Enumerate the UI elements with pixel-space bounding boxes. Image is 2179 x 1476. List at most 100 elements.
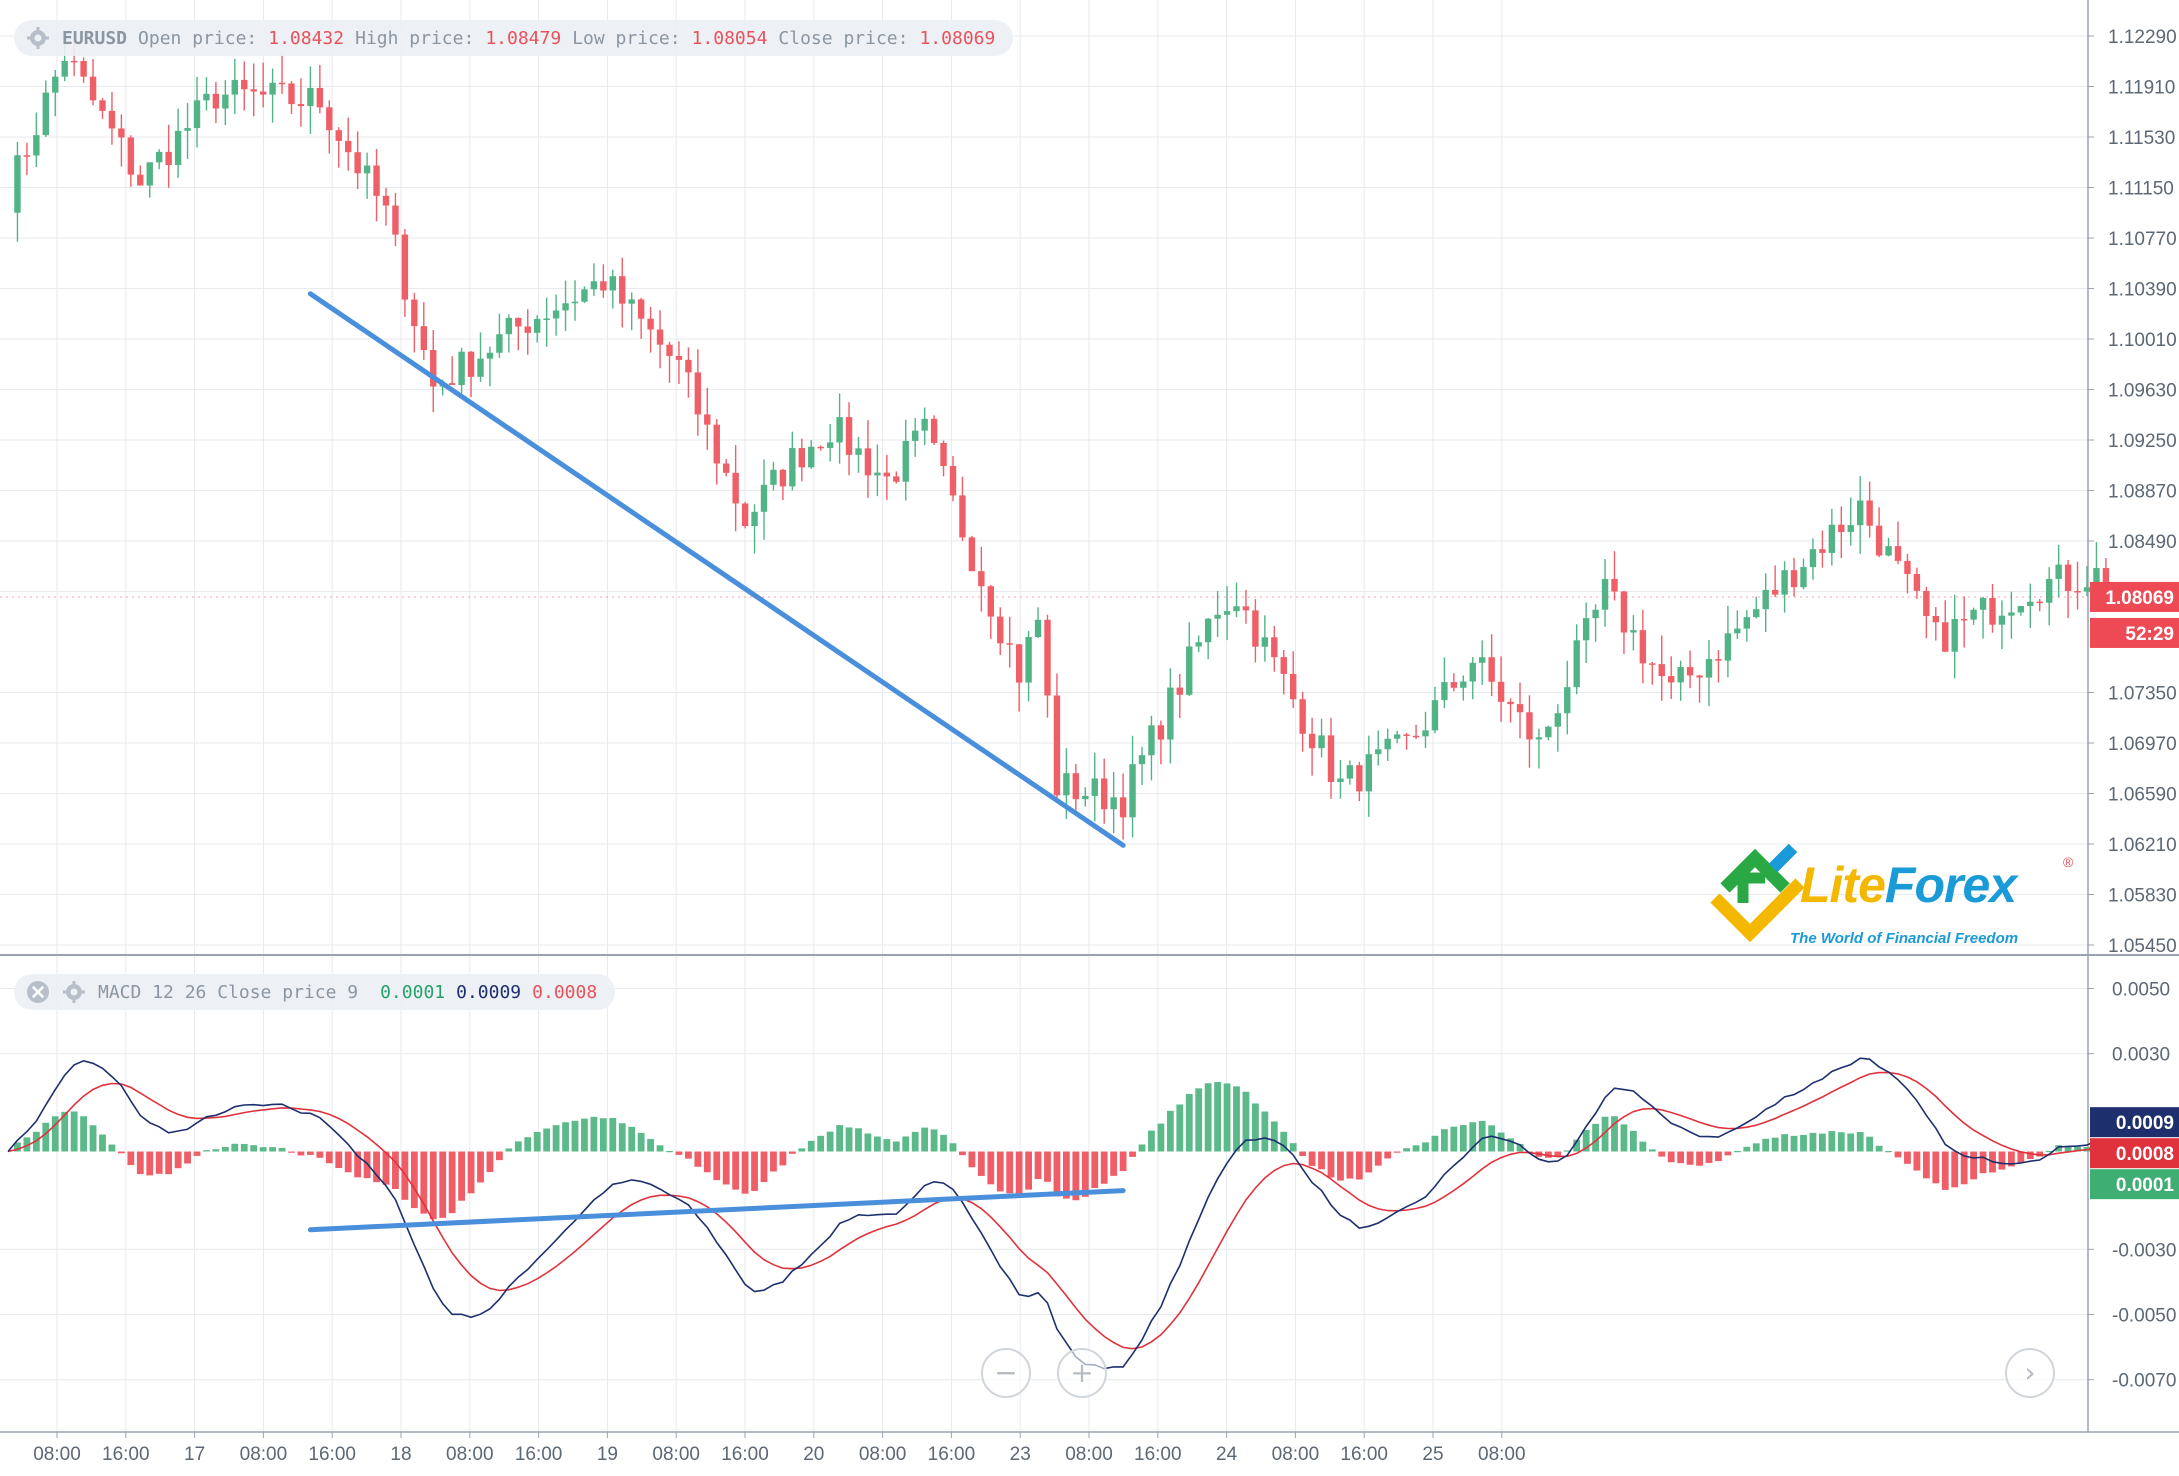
candle-down [326, 107, 333, 131]
symbol-name: EURUSD [62, 27, 128, 49]
histogram-bar [1941, 1151, 1949, 1190]
candle-up [2055, 564, 2062, 579]
candle-down [732, 472, 739, 504]
macd-tick-label: 0.0050 [2112, 980, 2170, 1001]
candle-up [855, 448, 862, 455]
candle-up [1979, 597, 1987, 610]
candle-up [789, 448, 796, 487]
candle-down [1866, 500, 1873, 526]
candle-up [156, 151, 163, 163]
price-tick-label: 1.10770 [2108, 229, 2177, 250]
candle-up [836, 417, 843, 443]
time-tick-label: 23 [1010, 1444, 1031, 1465]
histogram-bar [1847, 1133, 1855, 1152]
histogram-bar [410, 1151, 418, 1209]
candle-down [817, 446, 824, 449]
candle-up [1384, 738, 1391, 750]
candle-down [1327, 735, 1335, 782]
candle-up [1857, 500, 1864, 526]
candle-down [694, 372, 702, 415]
histogram-badge-bg [2090, 1169, 2179, 1200]
histogram-bar [335, 1151, 343, 1169]
price-tick-label: 1.11530 [2108, 128, 2175, 149]
histogram-bar [1677, 1151, 1685, 1164]
candle-down [2074, 590, 2081, 593]
candle-up [1582, 618, 1590, 641]
candle-up [1705, 659, 1713, 678]
histogram-bar [1403, 1148, 1410, 1152]
candle-down [600, 281, 607, 291]
logo-forex: Forex [1884, 857, 2017, 913]
price-axis[interactable]: 1.12290 1.11910 1.11530 1.11150 1.10770 1.103… [2088, 27, 2177, 1392]
histogram-bar [259, 1147, 267, 1152]
histogram-bar [1686, 1151, 1694, 1165]
histogram-bar [1100, 1151, 1108, 1184]
histogram-bar [1800, 1134, 1807, 1152]
histogram-bar [146, 1151, 154, 1176]
histogram-bar [647, 1138, 654, 1152]
histogram-bar [1337, 1151, 1344, 1181]
histogram-bar [136, 1151, 144, 1175]
zoom-in-button[interactable] [1057, 1348, 1107, 1398]
zoom-out-button[interactable] [981, 1348, 1031, 1398]
chart-controls[interactable]: − + › [981, 1348, 2055, 1398]
histogram-bar [1006, 1151, 1014, 1194]
histogram-bar [99, 1134, 106, 1152]
histogram-bar [288, 1151, 295, 1153]
candle-down [212, 93, 220, 109]
candle-down [997, 616, 1004, 644]
close-icon[interactable] [26, 980, 50, 1004]
candle-down [108, 110, 116, 129]
histogram-badge: 0.0001 [2116, 1175, 2175, 1196]
candle-up [61, 60, 68, 77]
candle-up [307, 87, 314, 107]
histogram-bar [1195, 1088, 1203, 1152]
histogram-bar [354, 1151, 362, 1178]
histogram-bar [533, 1131, 541, 1152]
histogram-bar [429, 1151, 437, 1220]
histogram-bar [448, 1151, 456, 1214]
price-tick-label: 1.05450 [2108, 936, 2177, 957]
candle-up [1129, 764, 1136, 818]
time-tick-label: 16:00 [928, 1444, 976, 1465]
histogram-bar [1318, 1151, 1325, 1170]
candle-down [685, 359, 692, 373]
time-tick-label: 08:00 [1065, 1444, 1113, 1465]
candle-down [637, 299, 645, 319]
candle-down [2064, 564, 2072, 591]
histogram-bar [1176, 1104, 1184, 1152]
time-tick-label: 16:00 [721, 1444, 769, 1465]
candle-up [1261, 637, 1269, 647]
gear-icon[interactable] [26, 26, 50, 50]
histogram-bar [1459, 1125, 1467, 1152]
gear-icon[interactable] [62, 980, 86, 1004]
candle-up [2083, 587, 2091, 592]
candle-up [33, 135, 40, 156]
histogram-bar [1743, 1146, 1751, 1152]
candle-up [590, 281, 598, 290]
histogram-bar [1667, 1151, 1675, 1163]
histogram-bar [628, 1126, 636, 1152]
histogram-bar [760, 1151, 768, 1183]
candle-down [401, 234, 409, 300]
histogram-bar [1119, 1151, 1127, 1172]
countdown-badge-bg [2090, 617, 2179, 648]
histogram-bar [751, 1151, 758, 1191]
scroll-right-button[interactable] [2005, 1348, 2055, 1398]
candle-down [1620, 591, 1628, 633]
candle-up [1951, 618, 1958, 652]
histogram-bar [1771, 1137, 1779, 1152]
price-tick-label: 1.12290 [2108, 27, 2177, 48]
histogram-bar [458, 1151, 465, 1201]
histogram-bar [51, 1116, 59, 1152]
time-axis[interactable]: 08:00 16:00 17 08:00 16:00 18 08:00 16:00 19 08:0… [33, 1432, 1526, 1465]
candle-down [241, 79, 248, 90]
signal-badge: 0.0008 [2116, 1144, 2174, 1165]
histogram-bar [855, 1128, 862, 1152]
close-label: Close price: [778, 27, 909, 49]
candle-up [1592, 609, 1599, 619]
time-tick-label: 16:00 [102, 1444, 150, 1465]
histogram-bar [996, 1151, 1004, 1192]
time-tick-label: 16:00 [515, 1444, 563, 1465]
macd-badge-bg [2090, 1107, 2179, 1138]
